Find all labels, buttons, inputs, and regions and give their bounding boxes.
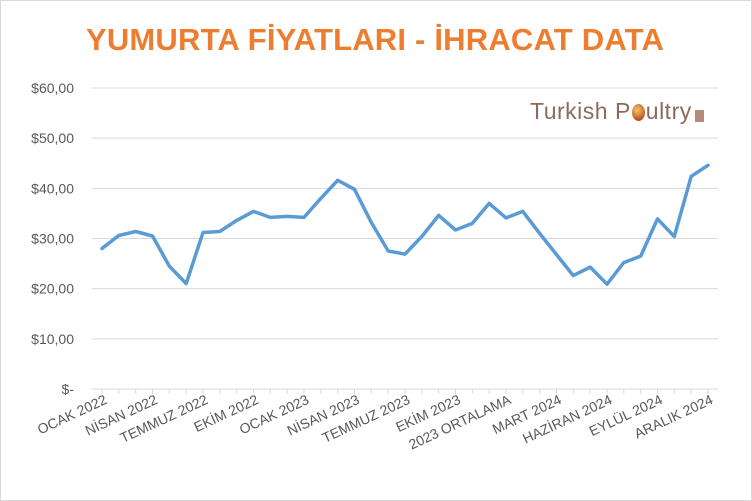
chart-title: YUMURTA FİYATLARI - İHRACAT DATA	[85, 22, 665, 57]
logo-badge-icon	[694, 110, 704, 122]
x-axis	[92, 388, 718, 394]
y-tick-label: $10,00	[31, 331, 74, 347]
logo-text-turkish: Turkish P	[530, 98, 631, 124]
gridlines	[92, 87, 718, 340]
series-lines	[100, 163, 710, 286]
y-tick-label: $-	[62, 381, 75, 397]
turkish-poultry-logo: Turkish P ultry	[530, 98, 704, 125]
logo-text-ultry: ultry	[645, 98, 692, 124]
y-axis-tick-labels: $- $10,00 $20,00 $30,00 $40,00 $50,00 $60,00	[31, 80, 74, 397]
y-tick-label: $20,00	[31, 281, 74, 297]
y-tick-label: $50,00	[31, 130, 74, 146]
series-line	[100, 163, 710, 286]
y-tick-label: $40,00	[31, 180, 74, 196]
y-tick-label: $30,00	[31, 231, 74, 247]
y-tick-label: $60,00	[31, 80, 74, 96]
egg-icon	[631, 104, 645, 121]
